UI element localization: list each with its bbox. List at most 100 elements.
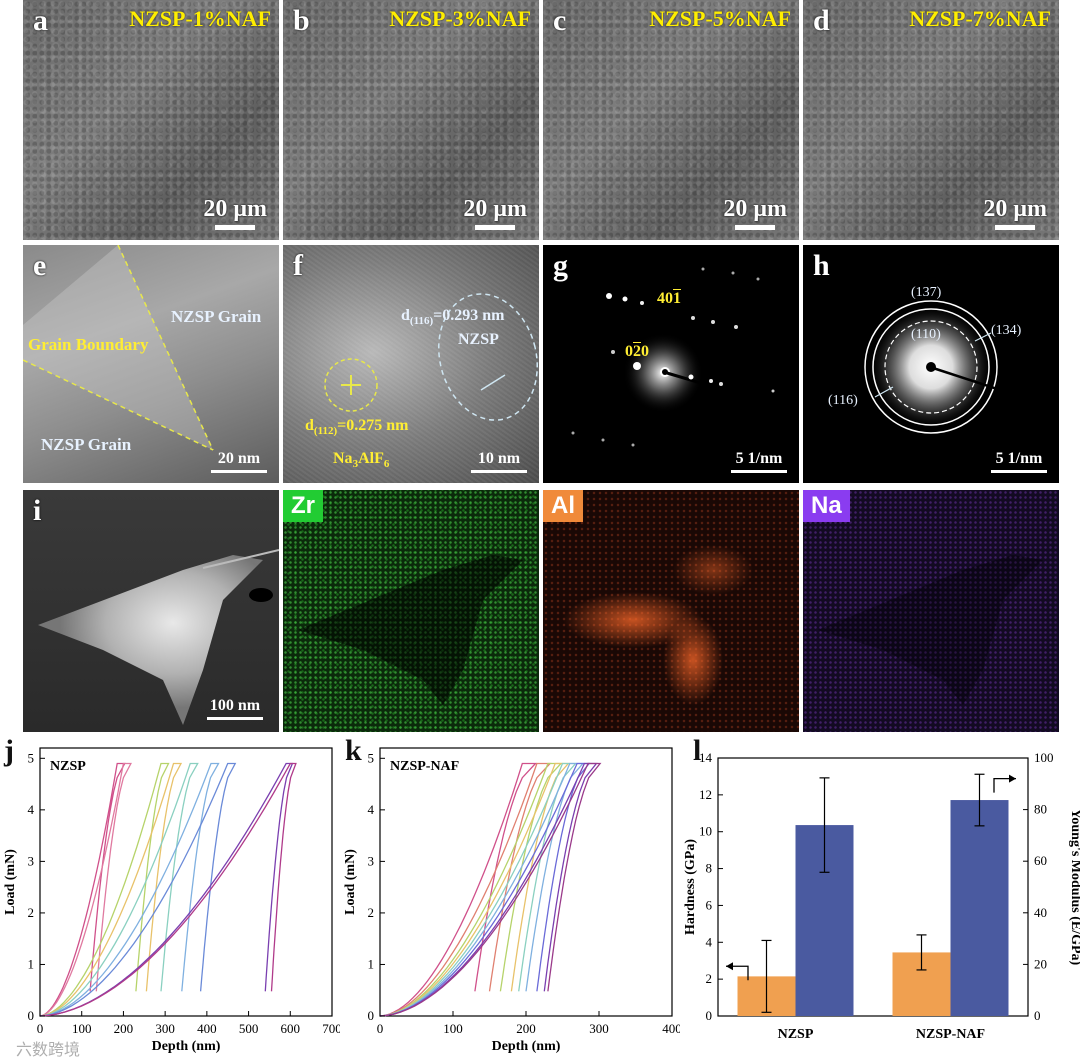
panel-label-k: k (345, 734, 362, 767)
element-badge-na: Na (803, 490, 850, 522)
y-left-tick-label: 10 (699, 824, 712, 839)
load-curve-indent-2 (379, 762, 552, 1017)
sem-panel-a: a NZSP-1%NAF 20 μm (23, 0, 279, 240)
panel-label: c (553, 4, 567, 37)
scale-bar: 5 1/nm (991, 450, 1047, 473)
y-tick-label: 1 (368, 956, 375, 971)
x-tick-label: 300 (589, 1021, 609, 1036)
x-tick-label: 400 (197, 1021, 217, 1036)
al-hotspot (563, 545, 753, 705)
category-label: NZSP (778, 1027, 814, 1042)
y-right-tick-label: 20 (1034, 956, 1047, 971)
y-right-tick-label: 40 (1034, 905, 1047, 920)
y-tick-label: 2 (28, 905, 35, 920)
saed-panel-h: h (137) (110) (134) (116) 5 1/nm (803, 245, 1059, 483)
y-left-tick-label: 8 (706, 861, 713, 876)
right-axis-arrow (993, 777, 1016, 793)
y-axis-label: Load (mN) (343, 849, 358, 915)
x-tick-label: 300 (155, 1021, 175, 1036)
load-curve-indent-1 (379, 762, 537, 1017)
category-label: NZSP-NAF (916, 1027, 985, 1042)
load-curve-indent-5 (39, 762, 199, 1017)
sem-panel-c: c NZSP-5%NAF 20 μm (543, 0, 799, 240)
panel-title: NZSP-7%NAF (909, 6, 1051, 31)
grain-top-label: NZSP Grain (171, 307, 262, 326)
load-curve-indent-4 (39, 762, 183, 1017)
panel-label: d (813, 4, 830, 37)
load-curve-indent-4 (379, 762, 570, 1017)
y-tick-label: 1 (28, 956, 35, 971)
element-badge-zr: Zr (283, 490, 323, 522)
diffraction-rings (864, 300, 1032, 434)
right-axis-arrowhead (1009, 774, 1016, 783)
particle-image (38, 549, 279, 725)
ring-116-label: (116) (828, 393, 858, 408)
x-tick-label: 100 (443, 1021, 463, 1036)
d116-label: d(116)=0.293 nm (401, 307, 505, 328)
scale-bar: 5 1/nm (731, 450, 787, 473)
x-axis-label: Depth (nm) (492, 1039, 561, 1054)
load-curve-indent-9 (379, 762, 602, 1017)
panel-label: f (293, 249, 303, 282)
lattice-markers (324, 293, 538, 421)
bar-youngsmodulus (950, 800, 1009, 1016)
y-right-tick-label: 80 (1034, 802, 1047, 817)
spot-401-label: 401 (657, 290, 681, 307)
scale-bar: 20 μm (203, 196, 267, 230)
panel-label: g (553, 249, 568, 282)
chart-l-hardness-modulus: NZSP NZSP-NAF 0 2 4 6 8 10 12 14 0 20 40 60 80 100 Hardn… (683, 750, 1080, 1042)
tem-panel-e: e NZSP Grain Grain Boundary NZSP Grain 2… (23, 245, 279, 483)
y-tick-label: 3 (28, 853, 35, 868)
y-right-axis-label: Young's Modulus (E/GPa) (1068, 809, 1080, 966)
y-tick-label: 3 (368, 853, 375, 868)
ring-110-label: (110) (911, 327, 941, 342)
ring-137-label: (137) (911, 285, 942, 300)
y-left-tick-label: 0 (706, 1008, 713, 1023)
nzsp-label: NZSP (458, 331, 499, 348)
y-tick-label: 5 (28, 750, 35, 765)
scale-bar: 20 μm (723, 196, 787, 230)
left-axis-arrowhead (726, 962, 733, 971)
load-curve-indent-9 (39, 762, 297, 1017)
y-left-axis-label: Hardness (GPa) (683, 839, 698, 935)
chart-j-nzsp: 0 100 200 300 400 500 600 700 0 1 2 3 4 5 NZSP Depth (n… (3, 747, 340, 1054)
y-left-tick-label: 2 (706, 971, 713, 986)
left-axis-arrow (726, 965, 749, 981)
grain-bottom-label: NZSP Grain (41, 435, 132, 454)
y-right-tick-label: 60 (1034, 853, 1047, 868)
panel-title: NZSP-1%NAF (129, 6, 271, 31)
watermark: 六数跨境 (16, 1040, 81, 1059)
na3alf6-label: Na3AlF6 (333, 450, 390, 471)
eds-map-na: Na (803, 490, 1059, 732)
grain-boundary-lines (23, 245, 214, 451)
panel-title: NZSP-5%NAF (649, 6, 791, 31)
y-right-tick-label: 0 (1034, 1008, 1041, 1023)
chart-title: NZSP-NAF (390, 759, 459, 774)
diffraction-spots (571, 267, 775, 447)
load-curve-indent-7 (39, 762, 237, 1017)
hrtem-panel-f: f d(116)=0.293 nm NZSP d(112)=0.275 nm N… (283, 245, 539, 483)
y-tick-label: 2 (368, 905, 375, 920)
x-tick-label: 400 (662, 1021, 680, 1036)
x-tick-label: 200 (114, 1021, 134, 1036)
sem-panel-d: d NZSP-7%NAF 20 μm (803, 0, 1059, 240)
x-tick-label: 0 (37, 1021, 44, 1036)
y-tick-label: 4 (28, 802, 35, 817)
chart-title: NZSP (50, 759, 86, 774)
saed-panel-g: g 401 020 5 1/nm (543, 245, 799, 483)
y-left-tick-label: 14 (699, 750, 713, 765)
x-tick-label: 700 (322, 1021, 340, 1036)
y-tick-label: 0 (368, 1008, 375, 1023)
y-tick-label: 0 (28, 1008, 35, 1023)
y-left-tick-label: 4 (706, 934, 713, 949)
grain-boundary-label: Grain Boundary (28, 335, 149, 354)
panel-label-l: l (693, 734, 702, 767)
load-curve-indent-1 (39, 762, 126, 1017)
x-axis-label: Depth (nm) (152, 1039, 221, 1054)
load-curve-indent-7 (379, 762, 591, 1017)
na-void-shape (818, 555, 1043, 705)
panel-label: b (293, 4, 310, 37)
ring-134-label: (134) (991, 323, 1022, 338)
spot-020-label: 020 (625, 343, 649, 360)
y-tick-label: 5 (368, 750, 375, 765)
